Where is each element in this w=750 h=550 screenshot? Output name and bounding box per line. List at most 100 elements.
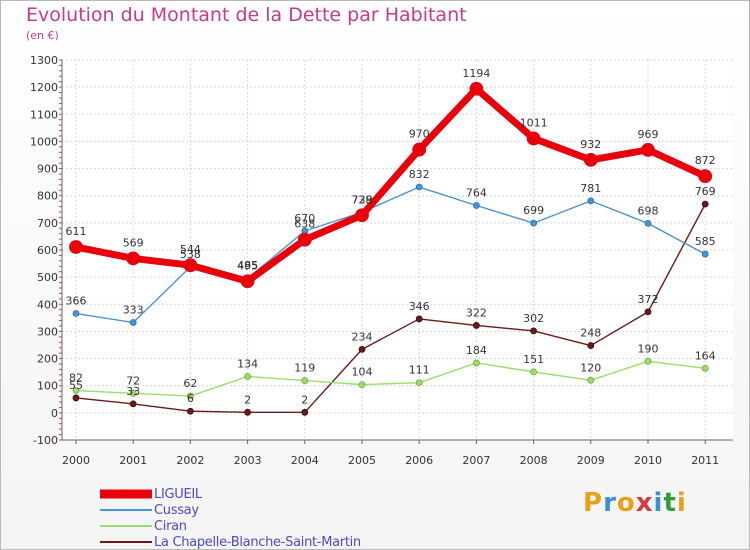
- data-point-la-chapelle-blanche-saint-martin: [701, 200, 709, 208]
- legend-item-ciran: Ciran: [100, 518, 361, 534]
- legend-label-ciran: Ciran: [154, 518, 187, 534]
- y-tick-label: 0: [51, 407, 58, 420]
- data-label-cussay: 781: [580, 182, 601, 195]
- data-label-cussay: 832: [409, 168, 430, 181]
- data-point-cussay: [701, 250, 709, 258]
- data-point-ligueil: [355, 208, 369, 223]
- data-point-la-chapelle-blanche-saint-martin: [186, 407, 194, 415]
- data-label-ciran: 184: [466, 344, 487, 357]
- data-point-ligueil: [641, 142, 655, 157]
- legend-item-ligueil: LIGUEIL: [100, 486, 361, 502]
- data-label-la-chapelle-blanche-saint-martin: 372: [638, 293, 659, 306]
- data-label-ligueil: 969: [638, 128, 659, 141]
- data-label-la-chapelle-blanche-saint-martin: 6: [187, 392, 194, 405]
- y-tick-label: 600: [37, 244, 58, 257]
- series-line-la-chapelle-blanche-saint-martin: [75, 203, 706, 414]
- data-point-ciran: [701, 364, 709, 372]
- series-line-cussay: [75, 186, 706, 324]
- y-tick-label: 100: [37, 380, 58, 393]
- data-point-la-chapelle-blanche-saint-martin: [644, 308, 652, 316]
- data-point-la-chapelle-blanche-saint-martin: [472, 322, 480, 329]
- x-tick-label: 2004: [291, 454, 319, 467]
- y-tick-label: 800: [37, 190, 58, 203]
- data-label-ciran: 164: [695, 349, 716, 362]
- data-label-cussay: 366: [66, 295, 87, 308]
- data-point-ligueil: [526, 131, 541, 146]
- data-point-ciran: [129, 389, 137, 397]
- x-tick-label: 2005: [348, 454, 376, 467]
- series-line-ciran: [75, 360, 706, 397]
- logo-letter: o: [616, 488, 636, 518]
- y-tick-label: 700: [37, 217, 58, 230]
- data-label-cussay: 698: [638, 204, 659, 217]
- logo-letter: t: [663, 488, 677, 518]
- data-point-ciran: [530, 368, 537, 376]
- data-label-la-chapelle-blanche-saint-martin: 2: [301, 393, 308, 406]
- legend-swatch-ligueil: [100, 489, 152, 499]
- y-tick-label: 200: [37, 353, 58, 366]
- y-tick-label: 300: [37, 325, 58, 338]
- data-label-ligueil: 1194: [462, 67, 490, 80]
- data-point-ligueil: [469, 81, 484, 96]
- data-label-la-chapelle-blanche-saint-martin: 33: [126, 385, 140, 398]
- data-label-cussay: 333: [123, 303, 144, 316]
- data-point-ciran: [472, 359, 480, 367]
- data-point-cussay: [472, 202, 480, 209]
- data-point-cussay: [644, 219, 652, 227]
- data-point-ligueil: [69, 240, 83, 254]
- logo-letter: i: [676, 488, 687, 518]
- data-label-ciran: 62: [183, 377, 197, 390]
- x-tick-label: 2001: [119, 454, 147, 467]
- data-label-la-chapelle-blanche-saint-martin: 302: [523, 312, 544, 325]
- legend-swatch-ciran: [100, 525, 152, 527]
- logo-letter: i: [653, 488, 664, 518]
- data-label-la-chapelle-blanche-saint-martin: 322: [466, 306, 487, 319]
- data-point-la-chapelle-blanche-saint-martin: [415, 315, 423, 323]
- data-point-la-chapelle-blanche-saint-martin: [72, 394, 80, 402]
- y-tick-label: 900: [37, 163, 58, 176]
- data-point-la-chapelle-blanche-saint-martin: [358, 345, 366, 353]
- legend-item-la-chapelle: La Chapelle-Blanche-Saint-Martin: [100, 534, 361, 550]
- data-point-la-chapelle-blanche-saint-martin: [244, 408, 252, 416]
- data-point-la-chapelle-blanche-saint-martin: [587, 342, 595, 349]
- y-tick-label: 1100: [30, 108, 58, 121]
- data-point-ciran: [186, 392, 194, 400]
- logo-letter: x: [635, 488, 654, 518]
- data-label-la-chapelle-blanche-saint-martin: 769: [695, 185, 716, 198]
- data-label-ligueil: 638: [294, 218, 315, 231]
- x-tick-label: 2002: [176, 454, 204, 467]
- data-point-la-chapelle-blanche-saint-martin: [301, 408, 309, 416]
- data-point-cussay: [129, 319, 137, 326]
- data-label-cussay: 670: [294, 212, 315, 225]
- data-label-ligueil: 932: [580, 138, 601, 151]
- data-label-la-chapelle-blanche-saint-martin: 234: [352, 330, 373, 343]
- data-label-cussay: 699: [523, 204, 544, 217]
- data-point-cussay: [72, 310, 80, 317]
- data-label-cussay: 739: [352, 193, 373, 206]
- data-label-ciran: 104: [352, 366, 373, 379]
- legend-label-la-chapelle: La Chapelle-Blanche-Saint-Martin: [154, 534, 361, 550]
- logo-letter: r: [603, 488, 617, 518]
- data-label-ciran: 134: [237, 357, 258, 370]
- data-point-ciran: [301, 377, 309, 384]
- data-point-ciran: [358, 381, 366, 389]
- data-point-ciran: [244, 373, 252, 380]
- data-point-cussay: [415, 183, 423, 191]
- data-point-ligueil: [412, 142, 427, 157]
- data-label-cussay: 585: [695, 235, 716, 248]
- data-point-cussay: [587, 197, 595, 205]
- x-tick-label: 2006: [405, 454, 433, 467]
- data-point-ciran: [644, 357, 652, 365]
- logo-letter: P: [583, 488, 604, 518]
- data-label-ciran: 151: [523, 353, 544, 366]
- x-tick-label: 2011: [691, 454, 719, 467]
- x-tick-label: 2007: [462, 454, 490, 467]
- data-label-ligueil: 1011: [520, 116, 548, 129]
- x-tick-label: 2003: [234, 454, 262, 467]
- data-label-la-chapelle-blanche-saint-martin: 346: [409, 300, 430, 313]
- y-tick-label: 400: [37, 298, 58, 311]
- data-label-ligueil: 569: [123, 236, 144, 249]
- data-label-la-chapelle-blanche-saint-martin: 248: [580, 327, 601, 340]
- y-tick-label: 1200: [30, 81, 58, 94]
